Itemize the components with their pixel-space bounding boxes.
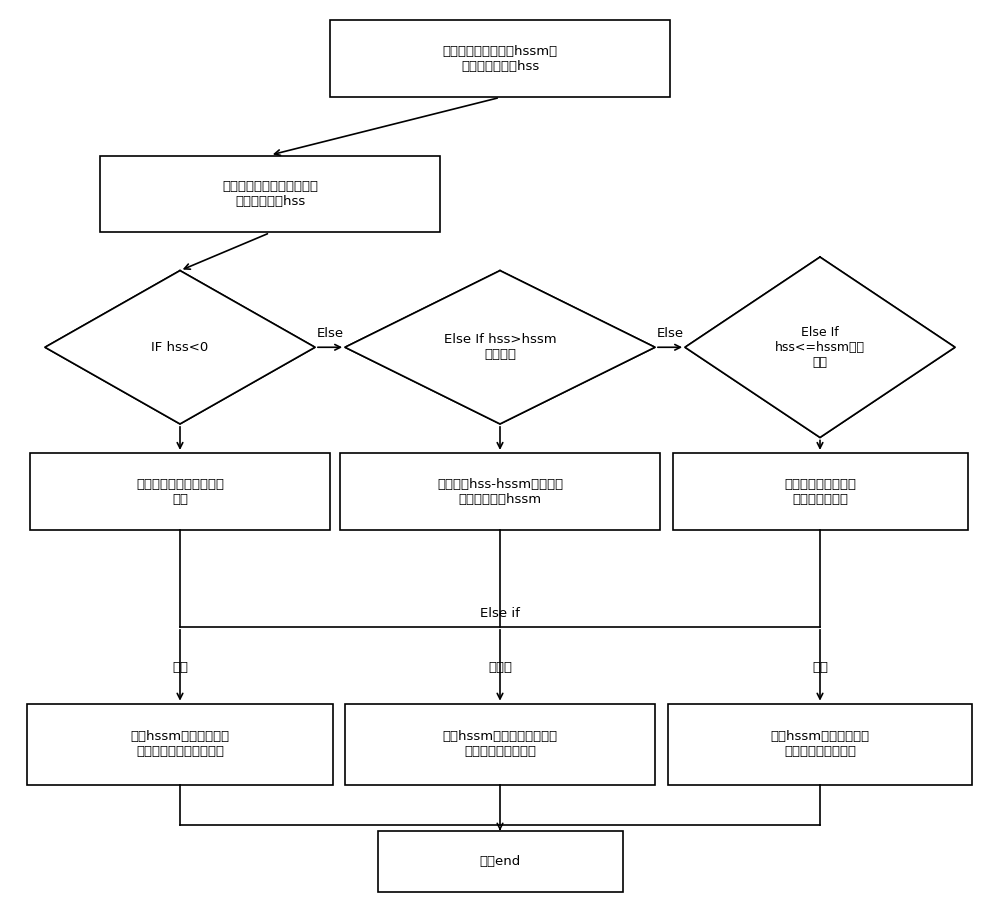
Text: 不产流，但洼地储流
深也未全部蒸发: 不产流，但洼地储流 深也未全部蒸发 (784, 477, 856, 506)
FancyBboxPatch shape (330, 20, 670, 97)
Text: 平原区: 平原区 (488, 661, 512, 674)
Text: IF hss<0: IF hss<0 (151, 341, 209, 354)
FancyBboxPatch shape (345, 704, 655, 785)
Polygon shape (685, 257, 955, 437)
FancyBboxPatch shape (340, 453, 660, 529)
FancyBboxPatch shape (27, 704, 332, 785)
Text: 结束end: 结束end (479, 855, 521, 868)
Text: 假设hssm近似成指数分
布，矩形法分段计算产流: 假设hssm近似成指数分 布，矩形法分段计算产流 (130, 730, 230, 759)
Text: 城镇: 城镇 (812, 661, 828, 674)
FancyBboxPatch shape (668, 704, 972, 785)
Text: 假设hssm近似成正态分布，
矩形法分段计算产流: 假设hssm近似成正态分布， 矩形法分段计算产流 (442, 730, 558, 759)
Text: 计算降水、蒸发、入渗之后
的洼地储流深hss: 计算降水、蒸发、入渗之后 的洼地储流深hss (222, 179, 318, 208)
FancyBboxPatch shape (100, 155, 440, 232)
Text: 产流量为hss-hssm，时段末
洼地储流深为hssm: 产流量为hss-hssm，时段末 洼地储流深为hssm (437, 477, 563, 506)
FancyBboxPatch shape (672, 453, 968, 529)
FancyBboxPatch shape (378, 831, 622, 892)
Text: Else: Else (656, 327, 684, 340)
FancyBboxPatch shape (30, 453, 330, 529)
Text: Else If
hss<=hssm的下
限值: Else If hss<=hssm的下 限值 (775, 326, 865, 369)
Polygon shape (345, 271, 655, 424)
Text: 输入最大洼地储流深hssm，
洼地初始储流深hss: 输入最大洼地储流深hssm， 洼地初始储流深hss (442, 44, 558, 73)
Polygon shape (45, 271, 315, 424)
Text: Else If hss>hssm
的上限值: Else If hss>hssm 的上限值 (444, 333, 556, 362)
Text: Else if: Else if (480, 607, 520, 620)
Text: 山区: 山区 (172, 661, 188, 674)
Text: Else: Else (316, 327, 344, 340)
Text: 假设hssm近似成均匀分
布，矩形法计算产流: 假设hssm近似成均匀分 布，矩形法计算产流 (770, 730, 870, 759)
Text: 洼地储流深全部蒸发，不
产流: 洼地储流深全部蒸发，不 产流 (136, 477, 224, 506)
